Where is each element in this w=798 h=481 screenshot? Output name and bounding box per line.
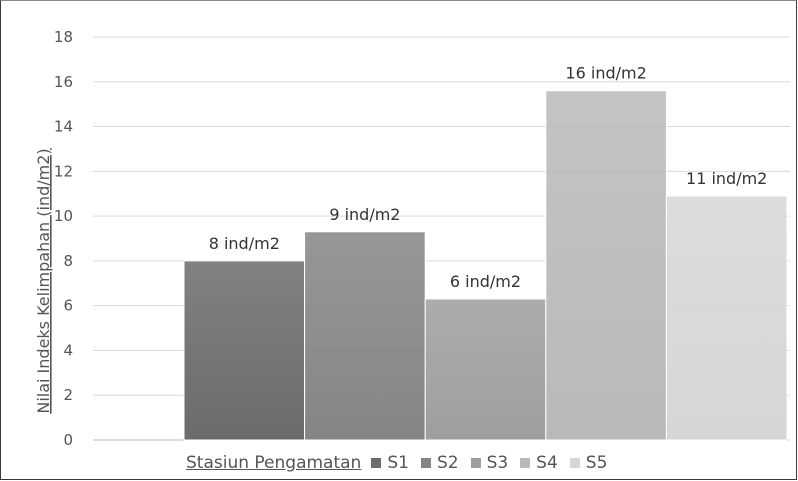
y-tick-label: 12 xyxy=(54,162,73,180)
y-axis-ticks: 0 2 4 6 8 10 12 14 16 18 xyxy=(54,28,73,449)
y-tick-label: 8 xyxy=(63,252,73,270)
bars xyxy=(183,90,788,441)
bar-s2 xyxy=(304,231,426,441)
legend-item-s2: S2 xyxy=(420,453,459,473)
legend-label: S5 xyxy=(585,453,608,473)
bar-s4 xyxy=(545,90,667,441)
legend-item-s3: S3 xyxy=(470,453,509,473)
legend-items: S1 S2 S3 S4 S5 xyxy=(371,453,619,473)
bar-s5 xyxy=(665,195,788,441)
x-axis-label: Stasiun Pengamatan xyxy=(186,453,362,473)
legend-item-s1: S1 xyxy=(371,453,409,473)
legend-swatch xyxy=(371,458,382,468)
legend-item-s5: S5 xyxy=(569,453,608,473)
data-label-s3: 6 ind/m2 xyxy=(450,272,521,291)
y-tick-label: 18 xyxy=(54,28,73,46)
legend-label: S3 xyxy=(486,453,509,473)
legend-label: S4 xyxy=(536,453,558,473)
y-tick-label: 2 xyxy=(63,386,73,404)
y-tick-label: 14 xyxy=(54,118,73,136)
legend-swatch xyxy=(420,458,431,468)
data-label-s1: 8 ind/m2 xyxy=(209,234,280,253)
legend-label: S2 xyxy=(436,453,459,473)
y-tick-label: 6 xyxy=(63,297,73,315)
legend-swatch xyxy=(520,458,531,468)
y-tick-label: 4 xyxy=(63,341,73,359)
bar-s1 xyxy=(183,260,306,441)
data-label-s2: 9 ind/m2 xyxy=(329,205,400,224)
bar-s3 xyxy=(424,298,547,441)
y-tick-label: 10 xyxy=(54,207,73,225)
data-label-s4: 16 ind/m2 xyxy=(565,64,646,83)
y-tick-label: 0 xyxy=(63,431,73,449)
data-label-s5: 11 ind/m2 xyxy=(686,169,767,188)
data-labels: 8 ind/m2 9 ind/m2 6 ind/m2 16 ind/m2 11 ind/… xyxy=(209,64,768,291)
legend: Stasiun Pengamatan S1 S2 S3 S4 S5 xyxy=(186,451,619,475)
y-axis-label: Nilai Indeks Kelimpahan (ind/m2) xyxy=(34,148,53,413)
legend-label: S1 xyxy=(387,453,409,473)
legend-item-s4: S4 xyxy=(520,453,558,473)
legend-swatch xyxy=(470,458,481,468)
legend-swatch xyxy=(569,458,580,468)
y-tick-label: 16 xyxy=(54,73,73,91)
